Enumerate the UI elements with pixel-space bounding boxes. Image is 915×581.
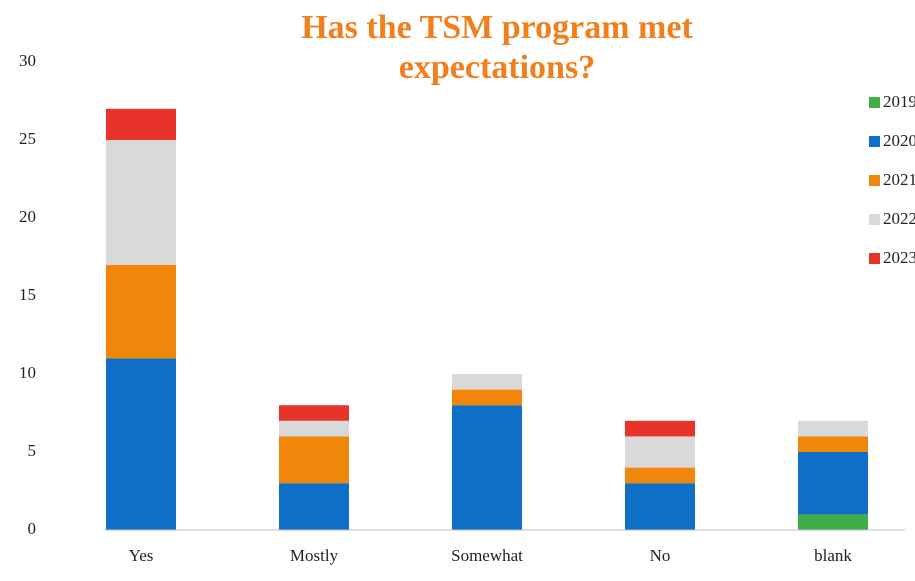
legend-swatch [869, 253, 880, 264]
legend-label: 2023 [883, 248, 915, 267]
x-tick-label: No [650, 546, 671, 565]
chart-title: Has the TSM program met expectations? [301, 9, 693, 86]
bar-segment [798, 436, 868, 452]
y-tick-label: 15 [19, 285, 36, 304]
y-tick-label: 30 [19, 51, 36, 70]
x-tick-label: Somewhat [451, 546, 523, 565]
y-tick-label: 20 [19, 207, 36, 226]
bar-segment [798, 514, 868, 530]
legend-label: 2022 [883, 209, 915, 228]
bar-segment [625, 467, 695, 484]
bar-segment [279, 405, 349, 421]
x-tick-label: Yes [129, 546, 154, 565]
legend-swatch [869, 175, 880, 186]
bar-segment [798, 420, 868, 437]
legend-label: 2019 [883, 92, 915, 111]
bar-segment [106, 264, 176, 359]
legend-label: 2021 [883, 170, 915, 189]
bar-segment [106, 358, 176, 530]
bar-segment [452, 389, 522, 406]
bar-segment [452, 405, 522, 530]
x-tick-label: blank [814, 546, 852, 565]
legend-swatch [869, 136, 880, 147]
bar-segment [798, 452, 868, 515]
legend-swatch [869, 97, 880, 108]
y-tick-label: 10 [19, 363, 36, 382]
bar-segment [625, 420, 695, 437]
legend-swatch [869, 214, 880, 225]
bar-segment [279, 420, 349, 437]
bar-segment [625, 483, 695, 530]
x-tick-label: Mostly [290, 546, 339, 565]
y-tick-label: 25 [19, 129, 36, 148]
bar-segment [452, 374, 522, 390]
bar-segment [279, 483, 349, 530]
bar-segment [625, 436, 695, 468]
y-tick-label: 5 [28, 441, 37, 460]
bar-segment [106, 108, 176, 140]
y-tick-label: 0 [28, 519, 37, 538]
bar-segment [279, 436, 349, 484]
bar-segment [106, 140, 176, 265]
legend-label: 2020 [883, 131, 915, 150]
